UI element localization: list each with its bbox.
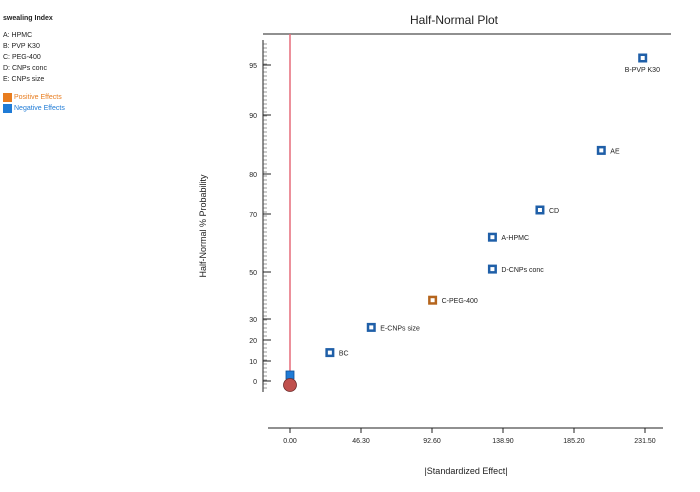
y-tick-label: 70: [249, 212, 257, 219]
point-label: E-CNPs size: [380, 325, 420, 332]
factor-e: E: CNPs size: [3, 76, 45, 83]
x-tick-label: 231.50: [634, 438, 656, 445]
effect-marker-inner: [327, 350, 332, 355]
x-tick-label: 138.90: [492, 438, 514, 445]
point-label: AE: [610, 148, 620, 155]
positive-swatch-icon: [3, 92, 12, 102]
y-tick-label: 30: [249, 317, 257, 324]
y-minor-ticks: [263, 43, 267, 389]
y-axis-label: Half-Normal % Probability: [198, 174, 208, 278]
point-label: B-PVP K30: [625, 67, 660, 74]
effect-marker-inner: [369, 325, 374, 330]
x-tick-label: 46.30: [352, 438, 370, 445]
x-ticks: 0.00 46.30 92.60 138.90 185.20 231.50: [283, 428, 656, 445]
negative-effects-entry[interactable]: Negative Effects: [3, 103, 133, 113]
effect-marker-inner: [430, 298, 435, 303]
effect-marker-inner: [490, 267, 495, 272]
error-circle-marker: [283, 378, 297, 392]
error-square-marker: [285, 370, 295, 380]
y-tick-label: 10: [249, 359, 257, 366]
chart-title: Half-Normal Plot: [410, 13, 499, 27]
factor-c: C: PEG-400: [3, 54, 41, 61]
negative-swatch-icon: [3, 103, 12, 113]
x-tick-label: 0.00: [283, 438, 297, 445]
effect-marker-inner: [599, 148, 604, 153]
positive-effects-entry[interactable]: Positive Effects: [3, 92, 133, 102]
point-label: D-CNPs conc: [501, 267, 544, 274]
effects-legend: Positive Effects Negative Effects: [3, 92, 133, 113]
negative-effects-label: Negative Effects: [14, 104, 65, 112]
factor-d: D: CNPs conc: [3, 65, 47, 72]
x-tick-label: 185.20: [563, 438, 585, 445]
effect-marker-inner: [537, 208, 542, 212]
positive-effects-label: Positive Effects: [14, 93, 62, 101]
y-tick-label: 80: [249, 172, 257, 179]
legend-title: swealing Index: [3, 15, 53, 22]
effect-marker-inner: [490, 235, 495, 240]
y-tick-label: 50: [249, 270, 257, 277]
factor-b: B: PVP K30: [3, 43, 40, 50]
effect-marker-inner: [640, 56, 645, 60]
point-label: BC: [339, 351, 349, 358]
y-tick-label: 90: [249, 113, 257, 120]
y-ticks: 0 10 20 30 50 70 80 90 95: [249, 63, 271, 386]
data-points: BC E-CNPs size C-PEG-400 D-CNPs conc A-HPMC C…: [283, 53, 660, 392]
y-tick-label: 20: [249, 338, 257, 345]
x-tick-label: 92.60: [423, 438, 441, 445]
point-label: A-HPMC: [501, 235, 529, 242]
x-axis-label: |Standardized Effect|: [424, 466, 507, 476]
y-tick-label: 95: [249, 63, 257, 70]
point-label: CD: [549, 208, 559, 215]
point-label: C-PEG-400: [442, 298, 478, 305]
y-tick-label: 0: [253, 379, 257, 386]
legend-panel: swealing Index A: HPMC B: PVP K30 C: PEG…: [3, 13, 133, 114]
factor-a: A: HPMC: [3, 32, 33, 39]
